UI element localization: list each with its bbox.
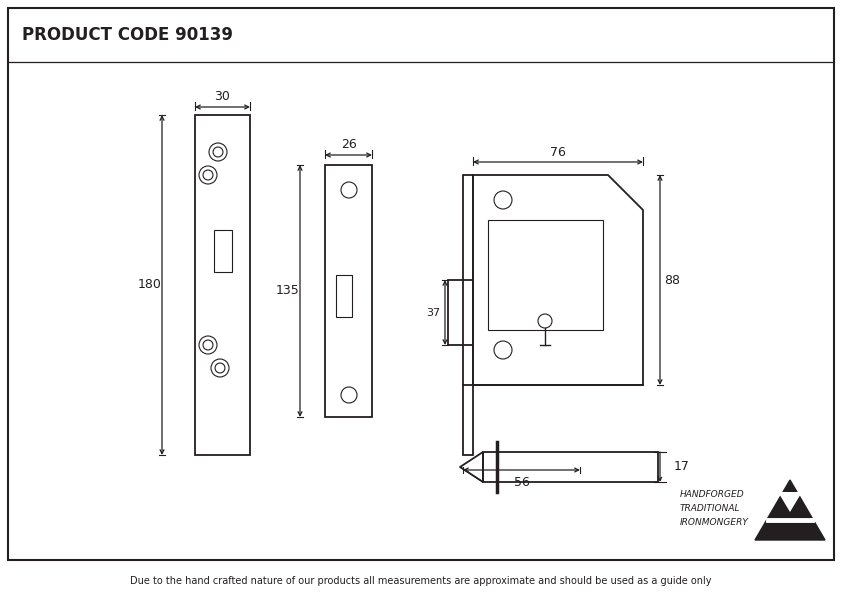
Text: HANDFORGED: HANDFORGED — [680, 490, 744, 499]
Text: PRODUCT CODE 90139: PRODUCT CODE 90139 — [22, 26, 233, 44]
Bar — [336, 275, 352, 317]
Text: 26: 26 — [341, 138, 356, 151]
Text: Due to the hand crafted nature of our products all measurements are approximate : Due to the hand crafted nature of our pr… — [131, 576, 711, 586]
Text: 88: 88 — [664, 274, 680, 287]
Bar — [488, 220, 603, 330]
Bar — [463, 175, 473, 455]
Text: 30: 30 — [215, 91, 231, 104]
Text: 135: 135 — [276, 284, 300, 297]
Bar — [325, 165, 372, 417]
Text: 37: 37 — [426, 308, 440, 318]
Text: 76: 76 — [550, 145, 566, 159]
Bar — [483, 452, 658, 482]
Bar — [448, 280, 473, 345]
Polygon shape — [755, 480, 825, 540]
Bar — [195, 115, 250, 455]
Bar — [214, 230, 232, 272]
Text: 180: 180 — [138, 278, 162, 291]
Text: TRADITIONAL: TRADITIONAL — [680, 504, 740, 513]
Text: 56: 56 — [514, 476, 530, 489]
Text: 17: 17 — [674, 461, 690, 473]
Polygon shape — [778, 492, 802, 512]
Text: IRONMONGERY: IRONMONGERY — [680, 518, 749, 527]
